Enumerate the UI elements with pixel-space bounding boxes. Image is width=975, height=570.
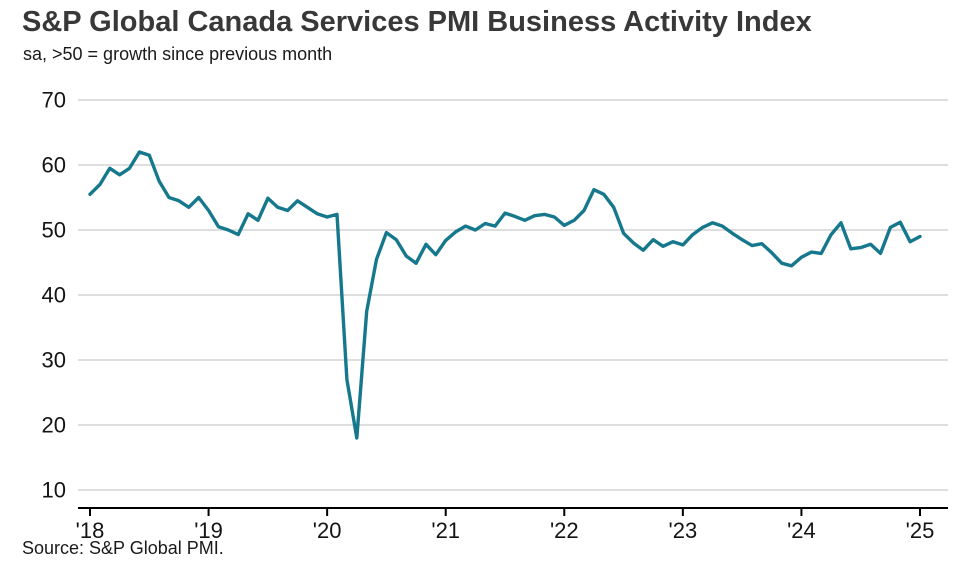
- pmi-series-line: [88, 150, 922, 440]
- chart-title: S&P Global Canada Services PMI Business …: [22, 6, 812, 38]
- x-axis-tick-label: '23: [669, 518, 698, 542]
- x-axis-tick-label: '25: [906, 518, 935, 542]
- chart-subtitle: sa, >50 = growth since previous month: [23, 44, 333, 64]
- x-axis-tick-label: '18: [76, 518, 105, 542]
- y-axis-tick-label: 30: [42, 348, 66, 373]
- x-axis-tick-label: '22: [550, 518, 579, 542]
- x-axis-tick-label: '19: [194, 518, 223, 542]
- x-axis-tick-label: '24: [787, 518, 816, 542]
- y-axis-tick-label: 20: [42, 413, 66, 438]
- y-axis-tick-label: 10: [42, 478, 66, 503]
- source-note: Source: S&P Global PMI.: [22, 538, 224, 558]
- y-axis-tick-label: 70: [42, 88, 66, 113]
- y-axis-tick-label: 60: [42, 153, 66, 178]
- x-axis-tick-label: '21: [431, 518, 460, 542]
- line-chart: 10 20 30 40 50 60 70 '18 '19 '20 '21 '22 '23 '24 '25: [42, 88, 948, 542]
- x-axis-tick-label: '20: [313, 518, 342, 542]
- y-axis-tick-label: 40: [42, 283, 66, 308]
- y-axis-tick-label: 50: [42, 218, 66, 243]
